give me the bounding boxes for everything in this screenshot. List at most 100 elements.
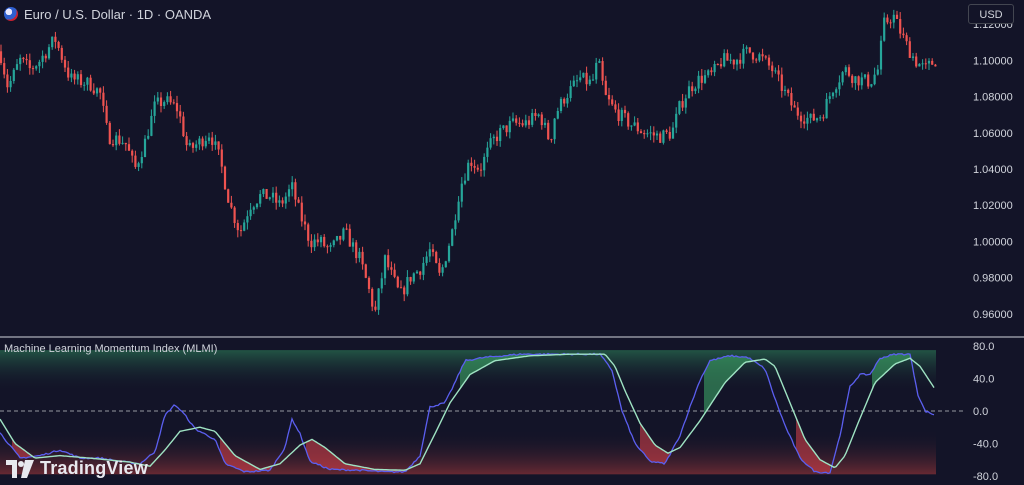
candle xyxy=(723,49,726,68)
candle xyxy=(659,131,662,144)
candle xyxy=(694,86,697,95)
candle xyxy=(748,47,751,54)
candle xyxy=(515,115,518,126)
candle xyxy=(319,234,323,248)
candle xyxy=(12,68,15,84)
candle xyxy=(675,107,678,134)
candle xyxy=(780,67,783,98)
tradingview-logo-icon xyxy=(6,459,34,478)
candle xyxy=(716,63,719,66)
candle xyxy=(492,134,495,145)
candle xyxy=(924,58,927,69)
candle xyxy=(438,258,441,276)
candle xyxy=(502,125,505,130)
candle xyxy=(620,107,623,127)
candle xyxy=(227,188,230,203)
candle xyxy=(406,270,409,297)
price-axis: 1.120001.100001.080001.060001.040001.020… xyxy=(973,19,1013,321)
candle xyxy=(92,83,95,96)
candle xyxy=(601,57,604,86)
price-tick-label: 1.02000 xyxy=(973,200,1013,212)
candle xyxy=(243,219,246,232)
candle xyxy=(345,223,348,231)
candle xyxy=(348,224,351,247)
candle xyxy=(867,71,870,89)
candle xyxy=(527,115,531,129)
candle xyxy=(201,136,204,151)
candle xyxy=(537,113,540,118)
indicator-title[interactable]: Machine Learning Momentum Index (MLMI) xyxy=(4,343,218,355)
candle xyxy=(131,149,134,163)
candle xyxy=(275,186,278,210)
candle xyxy=(207,132,211,144)
candle xyxy=(195,140,198,152)
candle xyxy=(559,96,563,114)
candle xyxy=(223,165,227,190)
candle xyxy=(351,238,355,253)
candle xyxy=(755,57,758,64)
candle xyxy=(255,203,259,210)
candle xyxy=(303,214,307,231)
candle xyxy=(886,14,889,25)
candle xyxy=(86,76,89,91)
candle xyxy=(531,108,534,128)
candle xyxy=(313,234,316,252)
candle xyxy=(105,100,108,125)
candle xyxy=(495,130,499,146)
candle xyxy=(271,187,275,203)
candle xyxy=(28,53,31,75)
candle xyxy=(799,111,803,129)
candle xyxy=(182,111,185,138)
candle xyxy=(767,54,771,70)
candle xyxy=(745,45,748,54)
candle xyxy=(598,58,601,64)
candle xyxy=(547,119,550,141)
candle xyxy=(895,10,899,20)
candle xyxy=(633,116,636,127)
candle xyxy=(489,133,492,150)
candle xyxy=(579,70,582,83)
candle xyxy=(83,81,86,91)
candle xyxy=(556,107,559,120)
candle xyxy=(630,125,633,131)
price-tick-label: 1.06000 xyxy=(973,128,1013,140)
candle xyxy=(483,153,486,177)
candle xyxy=(703,69,707,85)
currency-button[interactable]: USD xyxy=(968,4,1014,24)
candle xyxy=(47,44,51,60)
candle xyxy=(0,44,3,66)
candle xyxy=(652,126,655,143)
candle xyxy=(499,124,502,147)
candle xyxy=(76,71,79,85)
tradingview-logo[interactable]: TradingView xyxy=(6,458,148,479)
candle xyxy=(927,58,931,71)
price-tick-label: 0.96000 xyxy=(973,309,1013,321)
indicator-tick-label: -40.0 xyxy=(973,438,998,450)
candle xyxy=(108,121,111,145)
candle xyxy=(291,176,294,197)
candle xyxy=(646,129,649,138)
candle xyxy=(470,157,473,172)
candle xyxy=(902,27,905,39)
candle xyxy=(668,126,671,141)
signal-line xyxy=(0,353,935,471)
candle xyxy=(643,129,646,139)
candle xyxy=(451,228,454,247)
candle xyxy=(828,92,831,104)
candle xyxy=(524,114,527,128)
candle xyxy=(588,75,591,86)
candle xyxy=(67,61,70,81)
candle xyxy=(595,57,598,84)
symbol-header[interactable]: Euro / U.S. Dollar · 1D · OANDA xyxy=(4,4,211,24)
price-tick-label: 1.10000 xyxy=(973,55,1013,67)
candle xyxy=(678,100,681,116)
candle xyxy=(403,285,406,302)
candle xyxy=(691,81,694,97)
candle xyxy=(511,112,515,123)
candle xyxy=(412,272,415,284)
candle xyxy=(153,95,156,124)
candle xyxy=(486,141,489,163)
candle xyxy=(883,12,886,42)
candle xyxy=(774,67,777,74)
